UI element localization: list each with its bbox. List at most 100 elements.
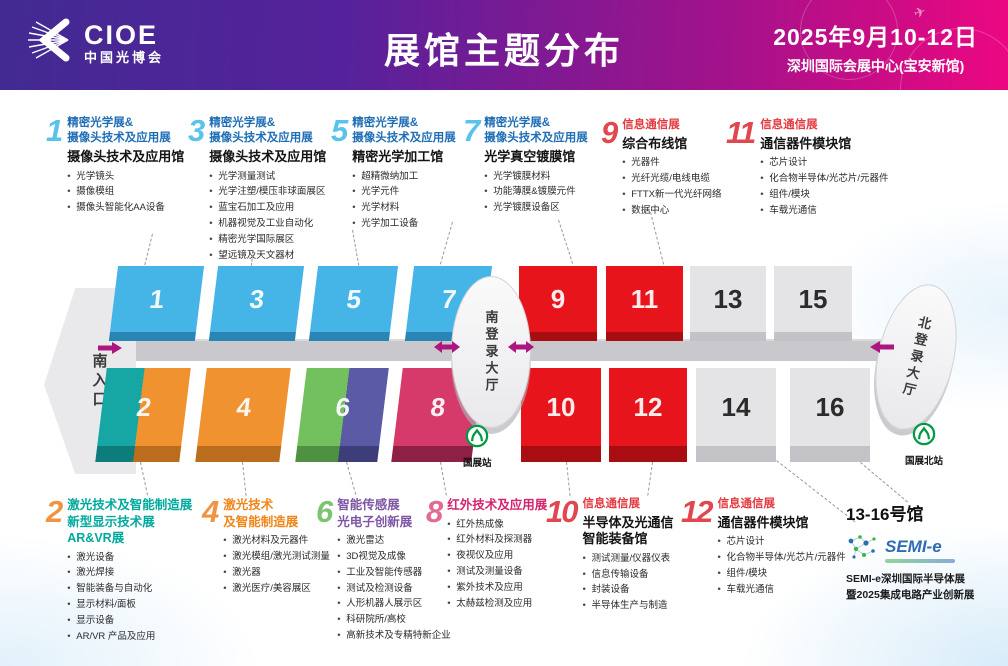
bullet-item: 工业及智能传感器 [337,567,451,580]
bullet-item: 车载光通信 [760,205,888,218]
hall-number: 11 [726,115,756,150]
hall-number: 9 [601,115,618,150]
semi-e-tagline [885,558,955,563]
map-hall-11: 11 [606,266,683,341]
cioe-logo: CIOE 中国光博会 [24,17,164,68]
bullet-item: 太赫兹检测及应用 [447,598,547,611]
bullet-item: 激光设备 [67,552,192,565]
hall-number: 7 [463,113,480,148]
hall-7-info: 7 精密光学展& 摄像头技术及应用展 光学真空镀膜馆 光学镀膜材料功能薄膜&镀膜… [463,113,605,215]
exhibition-title: 精密光学展& 摄像头技术及应用展 [209,117,313,145]
connector-dashed-line [440,461,447,496]
hall-number: 1 [46,113,63,148]
hall-items: 激光雷达 3D视觉及成像工业及智能传感器测试及检测设备人形机器人展示区科研院所/高… [337,535,451,643]
bullet-item: 高新技术及专精特新企业 [337,630,451,643]
bullet-item: 芯片设计 [717,536,845,549]
hall-items: 光学镀膜材料功能薄膜&镀膜元件光学镀膜设备区 [484,171,588,215]
connector-dashed-line [144,233,153,266]
bullet-item: 光学加工设备 [352,218,456,231]
bullet-item: 激光雷达 [337,535,451,548]
map-hall-9: 9 [519,266,597,341]
bullet-item: 封装设备 [582,584,673,597]
bullet-item: 化合物半导体/光芯片/元器件 [717,552,845,565]
bullet-item: AR/VR 产品及应用 [67,631,192,644]
exhibition-title: 信息通信展 [582,498,640,510]
bullet-item: 望远镜及天文器材 [209,250,326,263]
bullet-item: 显示设备 [67,615,192,628]
hall-name: 光学真空镀膜馆 [484,149,576,165]
hall-number: 2 [46,494,63,529]
connector-dashed-line [647,461,653,496]
bullet-item: 光学材料 [352,202,456,215]
hall-8-info: 8 红外技术及应用展 红外热成像红外材料及探测器夜视仪及应用测试及测量设备紫外技… [426,496,560,611]
connector-dashed-line [566,461,571,496]
map-hall-15: 15 [774,266,852,341]
bullet-item: 摄像模组 [67,186,184,199]
connector-dashed-line [650,211,665,265]
hall-11-info: 11 信息通信展 通信器件模块馆 芯片设计化合物半导体/光芯片/元器件组件/模块… [726,115,888,218]
map-hall-5: 5 [309,266,399,332]
semi-e-logo-icon [846,533,880,566]
hall-items: 光学测量测试光学注塑/模压非球面展区蓝宝石加工及应用机器视觉及工业自动化精密光学… [209,171,326,263]
hall-number: 5 [331,113,348,148]
exhibition-title: 红外技术及应用展 [447,498,548,512]
bullet-item: 蓝宝石加工及应用 [209,202,326,215]
map-hall-4: 4 [197,368,291,446]
hall-name: 综合布线馆 [622,136,688,152]
exhibition-title: 激光技术及智能制造展 新型显示技术展 AR&VR展 [67,498,193,545]
south-registration-lobby: 南登录大厅 [451,276,531,428]
connector-dashed-line [346,461,357,495]
bullet-item: 人形机器人展示区 [337,598,451,611]
hall-items: 芯片设计化合物半导体/光芯片/元器件组件/模块车载光通信 [760,157,888,217]
bullet-item: 激光焊接 [67,567,192,580]
bullet-item: 化合物半导体/光芯片/元器件 [760,173,888,186]
exhibition-title: 信息通信展 [717,498,775,510]
metro-station-south: 国展站 [463,424,492,469]
bullet-item: 精密光学国际展区 [209,234,326,247]
header-banner: ✈ CIOE 中国光博会 展馆主题分布 2025年9月1 [0,0,1008,90]
bullet-item: 信息传输设备 [582,569,673,582]
bullet-item: 芯片设计 [760,157,888,170]
hall-6-info: 6 智能传感展 光电子创新展 激光雷达 3D视觉及成像工业及智能传感器测试及检测设… [316,494,451,643]
map-hall-13: 13 [690,266,766,341]
map-hall-10: 10 [521,368,601,462]
bullet-item: 3D视觉及成像 [337,551,451,564]
bullet-item: 组件/模块 [760,189,888,202]
map-hall-3: 3 [209,266,305,332]
hall-name: 通信器件模块馆 [760,136,852,152]
bullet-item: 光学注塑/模压非球面展区 [209,186,326,199]
direction-arrow-icon [98,341,122,359]
semi-e-logo-text: SEMI-e [885,536,942,556]
hall-13-16-description: SEMI-e深圳国际半导体展 暨2025集成电路产业创新展 [846,573,975,601]
north-lobby-label: 北登录大厅 [899,313,933,401]
hall-number: 6 [316,494,333,529]
hall-10-info: 10 信息通信展 半导体及光通信 智能装备馆 测试测量/仪器仪表信息传输设备封装… [546,496,688,613]
bullet-item: 光学镀膜材料 [484,171,588,184]
connector-dashed-line [242,461,247,496]
hall-12-info: 12 信息通信展 通信器件模块馆 芯片设计化合物半导体/光芯片/元器件组件/模块… [681,494,846,597]
hall-items: 光器件光纤光缆/电线电缆 FTTX新一代光纤网络数据中心 [622,157,721,217]
brand-name: CIOE [84,19,159,50]
event-date: 2025年9月10-12日 [773,24,978,50]
hall-items: 超精微纳加工光学元件光学材料光学加工设备 [352,171,456,231]
bullet-item: 超精微纳加工 [352,171,456,184]
bullet-item: 光学元件 [352,186,456,199]
metro-station-label: 国展北站 [905,456,944,467]
hall-items: 红外热成像红外材料及探测器夜视仪及应用测试及测量设备紫外技术及应用太赫兹检测及应… [447,519,547,611]
exhibition-title: 精密光学展& 摄像头技术及应用展 [67,117,171,145]
connector-dashed-line [558,219,574,264]
map-hall-14: 14 [696,368,776,462]
hall-number: 12 [681,494,714,529]
bullet-item: 红外材料及探测器 [447,534,547,547]
hall-items: 芯片设计化合物半导体/光芯片/元器件组件/模块车载光通信 [717,536,845,596]
hall-number: 4 [202,494,219,529]
metro-icon [465,424,489,453]
direction-arrow-icon [870,340,894,358]
bullet-item: 光纤光缆/电线电缆 [622,173,721,186]
bullet-item: 车载光通信 [717,584,845,597]
two-way-arrow-icon [508,340,534,358]
hall-9-info: 9 信息通信展 综合布线馆 光器件光纤光缆/电线电缆 FTTX新一代光纤网络数据中… [601,115,733,218]
bullet-item: 激光医疗/美容展区 [223,583,330,596]
hall-name: 摄像头技术及应用馆 [209,149,327,165]
